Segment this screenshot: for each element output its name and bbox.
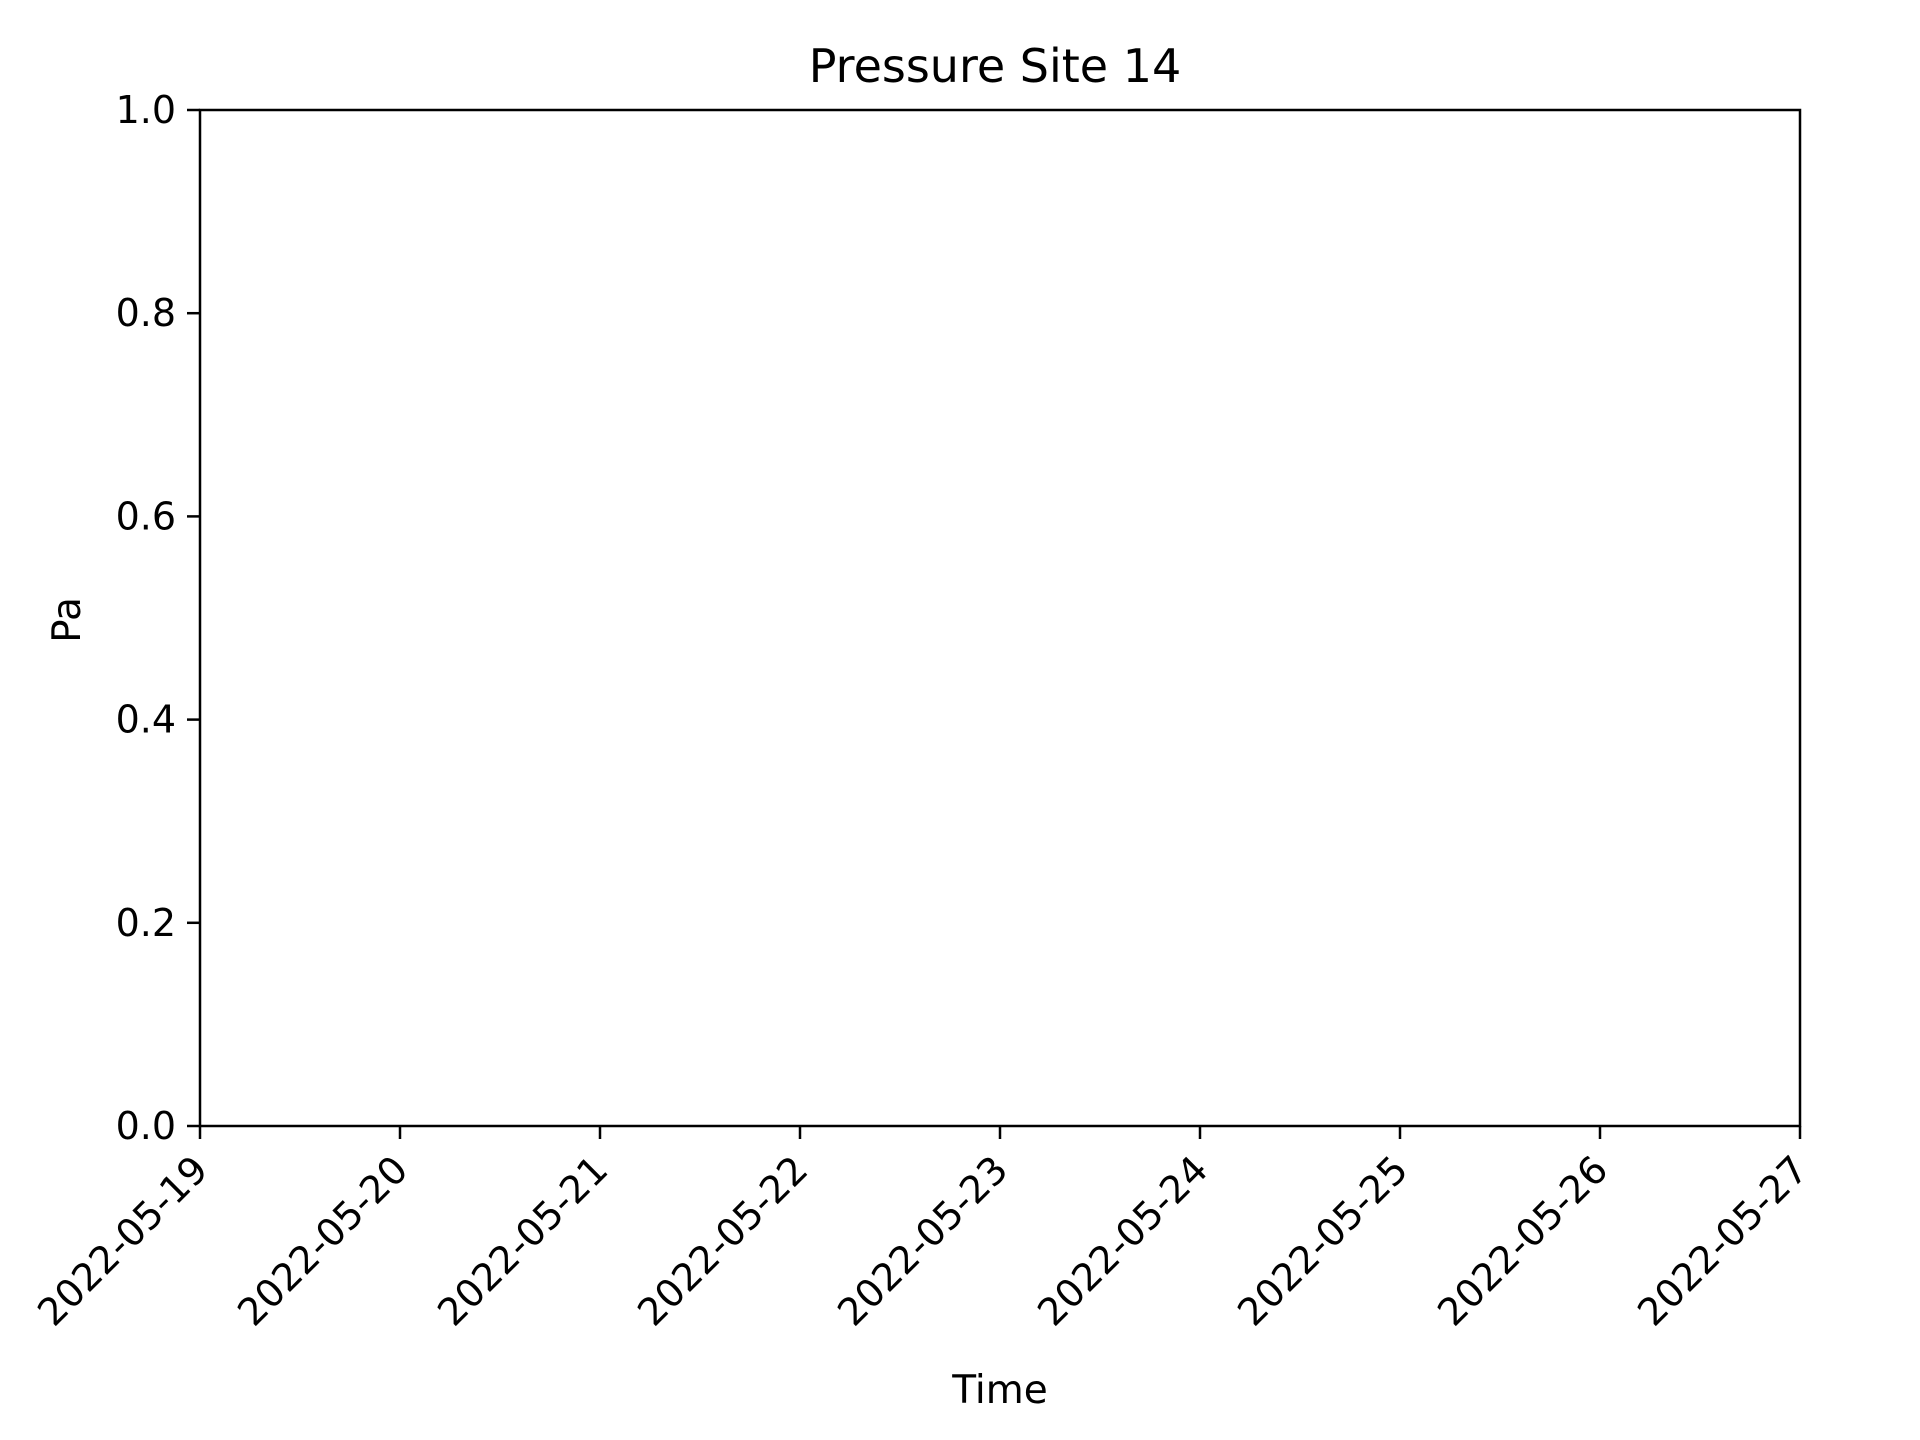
y-tick-label: 1.0 bbox=[116, 88, 176, 132]
y-axis-ticks: 0.0 0.2 0.4 0.6 0.8 1.0 bbox=[116, 88, 200, 1148]
y-tick-label: 0.2 bbox=[116, 901, 176, 945]
y-tick-label: 0.4 bbox=[116, 698, 176, 742]
y-tick-label: 0.0 bbox=[116, 1104, 176, 1148]
plot-area bbox=[198, 108, 1802, 1128]
y-axis-label: Pa bbox=[45, 597, 90, 643]
y-tick-label: 0.8 bbox=[116, 291, 176, 335]
y-tick-label: 0.6 bbox=[116, 494, 176, 538]
x-axis-label: Time bbox=[951, 1368, 1047, 1413]
chart-title: Pressure Site 14 bbox=[809, 39, 1182, 93]
